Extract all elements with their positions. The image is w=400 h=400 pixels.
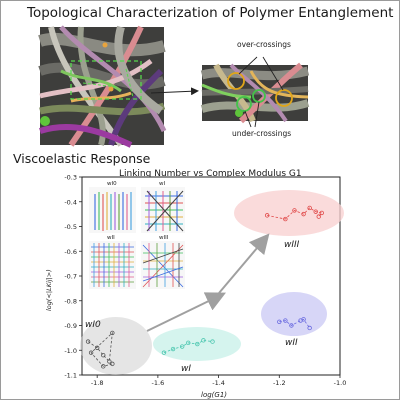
y-tick-label: -0.4 [64, 198, 77, 206]
x-axis-label: log(G1) [201, 391, 227, 399]
polymer-render-main [38, 25, 167, 148]
inset-label-wIII: wIII [159, 235, 169, 241]
inset-label-wI: wI [159, 181, 165, 187]
cluster-wI0-region [80, 317, 152, 375]
cluster-label-wI0: wI0 [85, 320, 101, 330]
series-line-wII [279, 318, 310, 329]
progression-arrow-2 [218, 233, 270, 294]
data-point-wIII [292, 208, 297, 213]
y-tick-label: -0.8 [64, 297, 77, 305]
data-point-wI [179, 344, 185, 349]
data-point-wII [283, 318, 288, 323]
figure-title: Topological Characterization of Polymer … [27, 5, 394, 21]
data-point-wI [186, 340, 191, 346]
inset-panel-wI0 [89, 187, 136, 233]
data-point-wI0 [94, 345, 100, 350]
under-crossing-marker [236, 96, 252, 112]
under-callout-leader [254, 101, 260, 128]
over-callout-leader [238, 56, 258, 75]
cluster-wIII-region [234, 190, 344, 236]
data-point-wII [307, 325, 312, 331]
data-point-wI0 [110, 361, 115, 367]
data-point-wII [301, 317, 306, 322]
data-point-wIII [316, 214, 321, 219]
inset-panel-wII [89, 241, 136, 289]
axis-ticks: -1.8 -1.6 -1.4 -1.2 -1.0 -0.3 -0.4 -0.5 -0.6 -0.7… [64, 174, 346, 388]
data-point-wI0 [101, 353, 106, 358]
series-line-wIII [267, 207, 323, 220]
y-tick-label: -1.1 [64, 372, 77, 380]
under-callout-leader [244, 110, 252, 128]
data-point-wIII [264, 213, 270, 218]
over-crossings-label: over-crossings [237, 40, 291, 49]
over-crossing-marker [275, 89, 293, 107]
data-point-wII [277, 319, 282, 324]
y-tick-label: -0.6 [64, 248, 77, 256]
inset-configurations: wI0 wI wII wIII [89, 181, 185, 289]
data-point-wI0 [88, 350, 94, 355]
y-tick-label: -1.0 [64, 347, 77, 355]
entanglement-illustration: over-crossings under-crossings [38, 25, 310, 148]
data-point-wI [161, 350, 167, 355]
y-tick-label: -0.3 [64, 174, 77, 182]
series-line-wI [163, 339, 213, 354]
x-tick-label: -1.4 [212, 379, 225, 387]
y-tick-label: -0.7 [64, 273, 77, 281]
over-crossing-marker [227, 72, 245, 90]
x-tick-label: -1.0 [334, 379, 347, 387]
data-point-wIII [301, 211, 306, 217]
data-point-wIII [313, 209, 318, 214]
chart-title: Linking Number vs Complex Modulus G1 [119, 169, 302, 179]
series-line-wI0 [87, 331, 113, 367]
zoom-arrow [150, 87, 199, 96]
data-point-wII [289, 323, 294, 328]
data-series [85, 205, 324, 369]
x-tick-label: -1.6 [152, 379, 165, 387]
data-point-wI0 [85, 339, 91, 344]
data-point-wIII [307, 205, 312, 211]
y-axis-label: log(<|LKij|>) [45, 269, 53, 311]
cluster-label-wI: wI [181, 364, 191, 374]
x-tick-label: -1.2 [273, 379, 286, 387]
data-point-wI [170, 346, 176, 352]
inset-label-wI0: wI0 [107, 181, 117, 187]
data-point-wIII [283, 216, 288, 222]
y-tick-label: -0.5 [64, 223, 77, 231]
data-point-wI [210, 339, 215, 344]
progression-arrow-1 [146, 292, 226, 332]
under-crossings-label: under-crossings [232, 129, 291, 138]
over-callout-leader [262, 56, 284, 91]
cluster-label-wIII: wIII [284, 240, 300, 250]
data-point-wIII [319, 210, 324, 216]
data-point-wI0 [107, 359, 112, 364]
y-tick-label: -0.9 [64, 322, 77, 330]
cluster-label-wII: wII [285, 338, 298, 348]
data-point-wI [195, 341, 200, 347]
data-point-wI [201, 338, 206, 343]
x-tick-label: -1.8 [91, 379, 104, 387]
cluster-wII-region [261, 292, 327, 336]
data-point-wI0 [110, 330, 115, 336]
inset-label-wII: wII [107, 235, 115, 241]
section-title: Viscoelastic Response [13, 151, 151, 166]
data-point-wI0 [101, 364, 106, 369]
